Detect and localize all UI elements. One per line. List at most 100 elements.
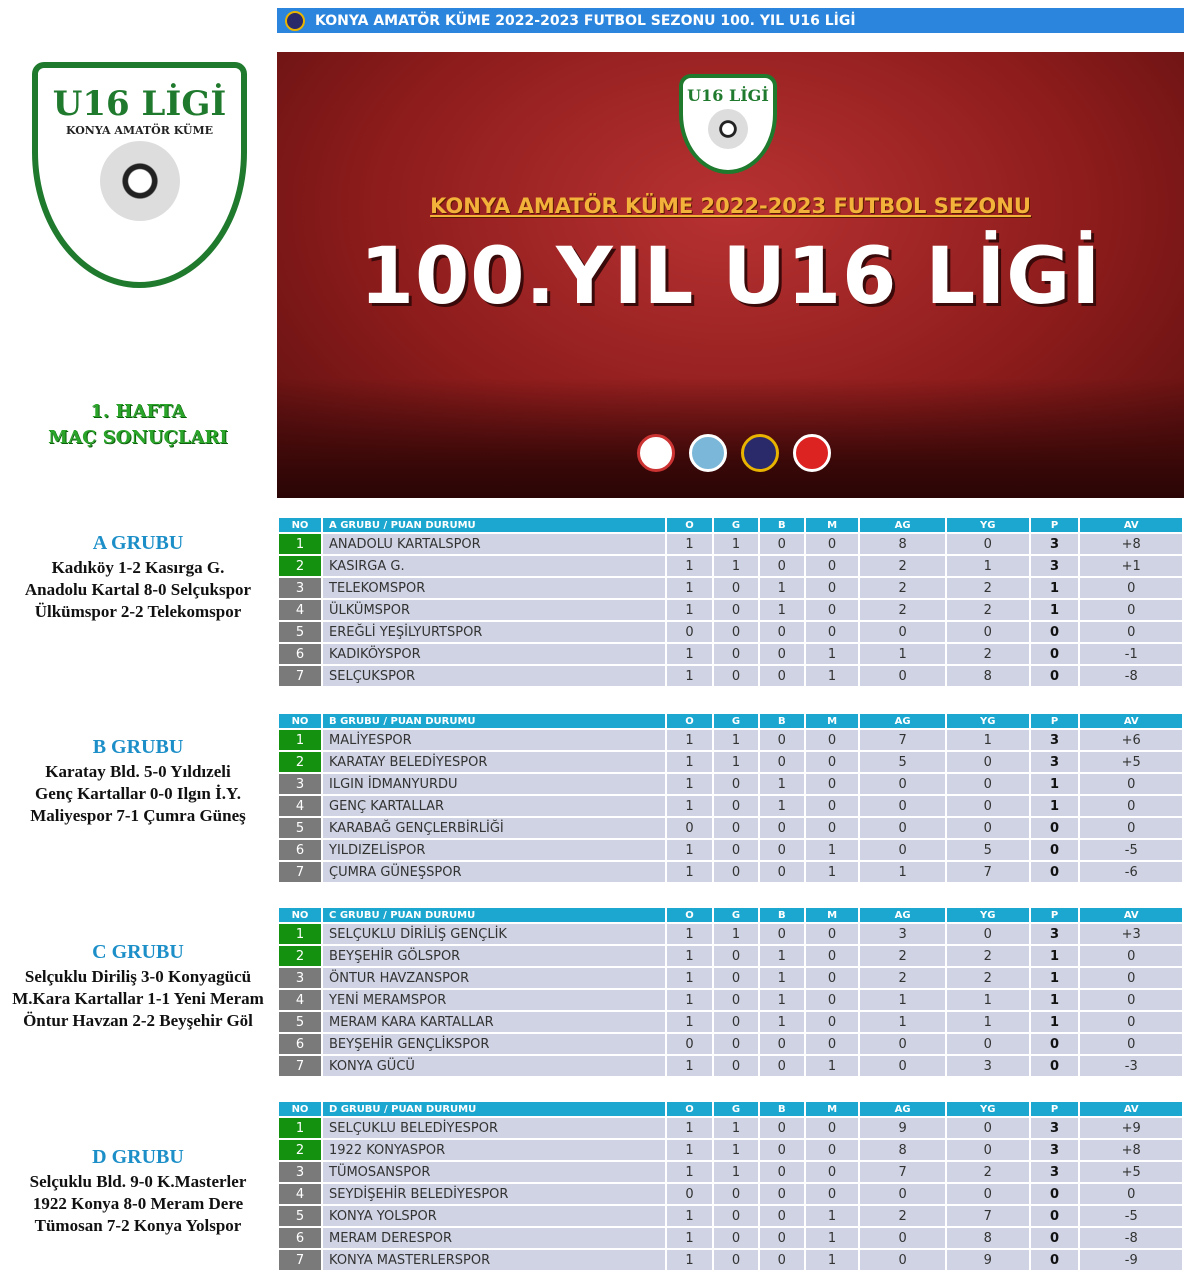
table-row: 4 GENÇ KARTALLAR 1 0 1 0 0 0 1 0: [279, 796, 1182, 816]
stat-o: 1: [667, 644, 713, 664]
stat-av: -5: [1080, 840, 1182, 860]
stat-av: -3: [1080, 1056, 1182, 1076]
stat-p: 3: [1030, 534, 1079, 554]
rank: 7: [279, 862, 321, 882]
col-g: G: [714, 714, 758, 728]
match-result: 1922 Konya 8-0 Meram Dere: [32, 1194, 244, 1213]
rank: 7: [279, 1250, 321, 1270]
rank: 6: [279, 1228, 321, 1248]
stat-g: 1: [714, 534, 758, 554]
col-no: NO: [279, 908, 321, 922]
stat-b: 0: [759, 1056, 804, 1076]
team-name: YENİ MERAMSPOR: [323, 990, 665, 1010]
stat-av: 0: [1080, 622, 1182, 642]
stat-m: 0: [805, 990, 859, 1010]
team-name: ANADOLU KARTALSPOR: [323, 534, 665, 554]
stat-m: 0: [805, 1162, 859, 1182]
stat-av: +5: [1080, 1162, 1182, 1182]
stat-g: 0: [714, 774, 758, 794]
rank: 1: [279, 924, 321, 944]
stat-o: 1: [667, 1012, 713, 1032]
stat-av: 0: [1080, 1012, 1182, 1032]
stat-g: 0: [714, 666, 758, 686]
table-row: 1 MALİYESPOR 1 1 0 0 7 1 3 +6: [279, 730, 1182, 750]
stat-m: 0: [805, 1118, 859, 1138]
col-av: AV: [1080, 714, 1182, 728]
table-row: 1 ANADOLU KARTALSPOR 1 1 0 0 8 0 3 +8: [279, 534, 1182, 554]
table-row: 2 KASIRGA G. 1 1 0 0 2 1 3 +1: [279, 556, 1182, 576]
col-ag: AG: [860, 714, 945, 728]
askf-seal-icon: [741, 434, 779, 472]
col-av: AV: [1080, 908, 1182, 922]
rank: 1: [279, 534, 321, 554]
stat-ag: 0: [860, 1250, 945, 1270]
stat-yg: 0: [946, 924, 1029, 944]
col-yg: YG: [946, 908, 1029, 922]
stat-yg: 7: [946, 862, 1029, 882]
stat-ag: 2: [860, 556, 945, 576]
stat-ag: 1: [860, 990, 945, 1010]
rank: 3: [279, 578, 321, 598]
table-row: 4 ÜLKÜMSPOR 1 0 1 0 2 2 1 0: [279, 600, 1182, 620]
stat-p: 0: [1030, 840, 1079, 860]
stat-yg: 0: [946, 622, 1029, 642]
stat-o: 1: [667, 1118, 713, 1138]
stat-g: 0: [714, 990, 758, 1010]
stat-p: 1: [1030, 774, 1079, 794]
stat-m: 1: [805, 1228, 859, 1248]
col-yg: YG: [946, 1102, 1029, 1116]
stat-yg: 1: [946, 990, 1029, 1010]
stat-g: 0: [714, 840, 758, 860]
col-m: M: [805, 908, 859, 922]
stat-av: 0: [1080, 818, 1182, 838]
stat-g: 0: [714, 1228, 758, 1248]
table-row: 5 MERAM KARA KARTALLAR 1 0 1 0 1 1 1 0: [279, 1012, 1182, 1032]
stat-av: 0: [1080, 1184, 1182, 1204]
stat-yg: 8: [946, 666, 1029, 686]
stat-yg: 1: [946, 1012, 1029, 1032]
stat-b: 1: [759, 578, 804, 598]
stat-m: 0: [805, 818, 859, 838]
match-result: Anadolu Kartal 8-0 Selçukspor: [24, 580, 252, 599]
stat-o: 1: [667, 1162, 713, 1182]
stat-p: 0: [1030, 666, 1079, 686]
stat-ag: 0: [860, 818, 945, 838]
stat-av: 0: [1080, 1034, 1182, 1054]
table-row: 5 KARABAĞ GENÇLERBİRLİĞİ 0 0 0 0 0 0 0 0: [279, 818, 1182, 838]
stat-ag: 0: [860, 1034, 945, 1054]
week-label: 1. HAFTA: [90, 401, 186, 422]
stat-o: 1: [667, 990, 713, 1010]
col-ag: AG: [860, 518, 945, 532]
group-title: A GRUBU: [92, 532, 184, 554]
stat-ag: 8: [860, 1140, 945, 1160]
stat-m: 0: [805, 946, 859, 966]
stat-b: 0: [759, 862, 804, 882]
stat-yg: 2: [946, 600, 1029, 620]
col-p: P: [1030, 908, 1079, 922]
stat-b: 0: [759, 818, 804, 838]
stat-b: 0: [759, 752, 804, 772]
rank: 3: [279, 774, 321, 794]
team-name: KONYA YOLSPOR: [323, 1206, 665, 1226]
stat-m: 0: [805, 1034, 859, 1054]
stat-m: 1: [805, 862, 859, 882]
table-row: 2 BEYŞEHİR GÖLSPOR 1 0 1 0 2 2 1 0: [279, 946, 1182, 966]
col-av: AV: [1080, 1102, 1182, 1116]
stat-g: 1: [714, 730, 758, 750]
rank: 1: [279, 1118, 321, 1138]
col-m: M: [805, 1102, 859, 1116]
federation-emblem-icon: [285, 10, 305, 31]
table-row: 4 SEYDİŞEHİR BELEDİYESPOR 0 0 0 0 0 0 0 0: [279, 1184, 1182, 1204]
stat-ag: 7: [860, 730, 945, 750]
stat-yg: 2: [946, 946, 1029, 966]
stat-av: +8: [1080, 1140, 1182, 1160]
table-header: NO D GRUBU / PUAN DURUMU O G B M AG YG P AV: [279, 1102, 1182, 1116]
col-team: C GRUBU / PUAN DURUMU: [323, 908, 665, 922]
table-row: 3 TELEKOMSPOR 1 0 1 0 2 2 1 0: [279, 578, 1182, 598]
stat-o: 1: [667, 1140, 713, 1160]
stat-g: 1: [714, 924, 758, 944]
group-results: D GRUBU Selçuklu Bld. 9-0 K.Masterler 1922…: [0, 1146, 276, 1237]
col-g: G: [714, 908, 758, 922]
stat-o: 0: [667, 1184, 713, 1204]
stat-g: 0: [714, 1206, 758, 1226]
